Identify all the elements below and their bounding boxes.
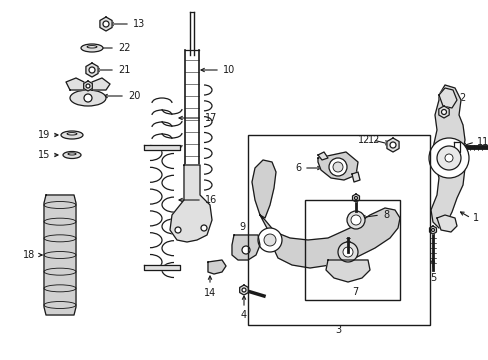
Circle shape: [430, 229, 434, 231]
Polygon shape: [260, 208, 399, 268]
Text: 14: 14: [203, 288, 216, 298]
Ellipse shape: [70, 90, 106, 106]
Circle shape: [84, 94, 92, 102]
Polygon shape: [207, 260, 225, 274]
Polygon shape: [170, 165, 212, 242]
Polygon shape: [428, 226, 436, 234]
Text: 18: 18: [23, 250, 35, 260]
Bar: [305, 200, 399, 300]
Circle shape: [201, 225, 206, 231]
Polygon shape: [317, 152, 327, 160]
Polygon shape: [325, 260, 369, 282]
Text: 4: 4: [241, 310, 246, 320]
Text: 22: 22: [118, 43, 130, 53]
Polygon shape: [231, 235, 260, 260]
Polygon shape: [66, 78, 84, 90]
Circle shape: [89, 67, 95, 73]
Text: 3: 3: [334, 325, 340, 335]
Text: 12: 12: [367, 135, 379, 145]
Polygon shape: [143, 265, 180, 270]
Polygon shape: [430, 85, 464, 228]
Circle shape: [328, 158, 346, 176]
Text: 13: 13: [133, 19, 145, 29]
Polygon shape: [143, 145, 180, 150]
Circle shape: [342, 247, 352, 257]
Text: 21: 21: [118, 65, 130, 75]
Ellipse shape: [87, 46, 97, 48]
Polygon shape: [317, 152, 357, 180]
Text: 19: 19: [38, 130, 50, 140]
Text: 11: 11: [476, 137, 488, 147]
Polygon shape: [92, 78, 110, 90]
Ellipse shape: [63, 152, 81, 158]
Ellipse shape: [67, 132, 77, 135]
Polygon shape: [453, 142, 459, 152]
Polygon shape: [438, 88, 456, 108]
Circle shape: [337, 242, 357, 262]
Polygon shape: [351, 172, 359, 182]
Circle shape: [175, 227, 181, 233]
Text: 16: 16: [204, 195, 217, 205]
Circle shape: [428, 138, 468, 178]
Text: 7: 7: [351, 287, 357, 297]
Text: 17: 17: [204, 113, 217, 123]
Text: 8: 8: [382, 210, 388, 220]
Ellipse shape: [81, 44, 103, 52]
Text: 1: 1: [472, 213, 478, 223]
Polygon shape: [438, 106, 448, 118]
Circle shape: [436, 146, 460, 170]
Text: 20: 20: [128, 91, 140, 101]
Text: 12: 12: [357, 135, 369, 145]
Polygon shape: [251, 160, 275, 218]
Circle shape: [242, 288, 245, 292]
Text: 5: 5: [429, 273, 435, 283]
Circle shape: [441, 109, 446, 114]
Polygon shape: [100, 17, 112, 31]
Text: 2: 2: [458, 93, 464, 103]
Text: 10: 10: [223, 65, 235, 75]
Circle shape: [444, 154, 452, 162]
Polygon shape: [44, 195, 76, 315]
Text: 6: 6: [294, 163, 301, 173]
Ellipse shape: [61, 131, 83, 139]
Circle shape: [103, 21, 109, 27]
Text: 15: 15: [38, 150, 50, 160]
Circle shape: [350, 215, 360, 225]
Ellipse shape: [68, 153, 76, 155]
Circle shape: [264, 234, 275, 246]
Polygon shape: [386, 138, 398, 152]
Polygon shape: [352, 194, 359, 202]
Bar: [247, 135, 429, 325]
Circle shape: [332, 162, 342, 172]
Circle shape: [242, 246, 249, 254]
Polygon shape: [83, 81, 92, 91]
Circle shape: [346, 211, 364, 229]
Polygon shape: [239, 285, 248, 295]
Circle shape: [389, 142, 395, 148]
Circle shape: [354, 197, 357, 199]
Circle shape: [258, 228, 282, 252]
Text: 9: 9: [239, 222, 244, 232]
Polygon shape: [86, 63, 98, 77]
Circle shape: [86, 84, 90, 88]
Polygon shape: [436, 215, 456, 232]
Text: —12: —12: [0, 359, 1, 360]
